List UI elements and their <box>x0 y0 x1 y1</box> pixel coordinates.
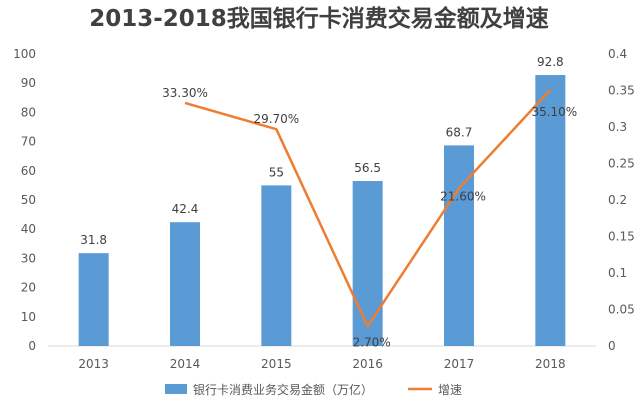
x-tick-label: 2017 <box>444 357 475 371</box>
bar-value-label: 42.4 <box>172 202 199 216</box>
left-tick-label: 90 <box>21 76 36 90</box>
right-tick-label: 0.25 <box>608 157 635 171</box>
bar-value-label: 68.7 <box>446 125 473 139</box>
x-tick-label: 2018 <box>535 357 566 371</box>
right-axis-ticks: 0 0.05 0.1 0.15 0.2 0.25 0.3 0.35 0.4 <box>608 47 635 353</box>
bar-data-labels: 31.8 42.4 55 56.5 68.7 92.8 <box>80 55 563 247</box>
legend-label-line: 增速 <box>438 383 462 397</box>
left-tick-label: 80 <box>21 105 36 119</box>
bar-series <box>78 75 566 347</box>
right-tick-label: 0 <box>608 339 616 353</box>
legend-label-bar: 银行卡消费业务交易金额（万亿） <box>193 382 373 397</box>
line-series <box>184 88 552 328</box>
right-tick-label: 0.2 <box>608 193 627 207</box>
x-axis-ticks: 2013 2014 2015 2016 2017 2018 <box>78 357 565 371</box>
bar-value-label: 31.8 <box>80 233 107 247</box>
legend-swatch-bar <box>165 384 187 394</box>
left-tick-label: 70 <box>21 135 36 149</box>
left-tick-label: 10 <box>21 310 36 324</box>
left-tick-label: 30 <box>21 251 36 265</box>
growth-line <box>184 88 552 328</box>
x-tick-label: 2016 <box>352 357 383 371</box>
bar <box>535 75 566 347</box>
bar-value-label: 92.8 <box>537 55 564 69</box>
left-tick-label: 20 <box>21 281 36 295</box>
line-data-labels: 33.30% 29.70% 2.70% 21.60% 35.10% <box>162 86 577 349</box>
left-tick-label: 40 <box>21 222 36 236</box>
bar <box>261 185 292 346</box>
right-tick-label: 0.05 <box>608 303 635 317</box>
left-tick-label: 60 <box>21 164 36 178</box>
bar <box>78 253 109 346</box>
line-value-label: 21.60% <box>440 189 486 203</box>
right-tick-label: 0.35 <box>608 84 635 98</box>
line-value-label: 35.10% <box>531 105 577 119</box>
right-tick-label: 0.15 <box>608 230 635 244</box>
x-tick-label: 2013 <box>78 357 109 371</box>
legend: 银行卡消费业务交易金额（万亿） 增速 <box>165 382 462 397</box>
line-value-label: 33.30% <box>162 86 208 100</box>
right-tick-label: 0.1 <box>608 266 627 280</box>
bar <box>170 222 200 346</box>
bar-value-label: 56.5 <box>354 161 381 175</box>
right-tick-label: 0.3 <box>608 120 627 134</box>
left-tick-label: 100 <box>13 47 36 61</box>
x-tick-label: 2015 <box>261 357 292 371</box>
chart-title: 2013-2018我国银行卡消费交易金额及增速 <box>89 5 549 32</box>
left-tick-label: 0 <box>28 339 36 353</box>
left-axis-ticks: 0 10 20 30 40 50 60 70 80 90 100 <box>13 47 36 353</box>
bar-value-label: 55 <box>269 165 284 179</box>
bar <box>352 181 383 346</box>
line-value-label: 2.70% <box>353 335 391 349</box>
x-tick-label: 2014 <box>170 357 201 371</box>
line-value-label: 29.70% <box>253 112 299 126</box>
left-tick-label: 50 <box>21 193 36 207</box>
right-tick-label: 0.4 <box>608 47 627 61</box>
